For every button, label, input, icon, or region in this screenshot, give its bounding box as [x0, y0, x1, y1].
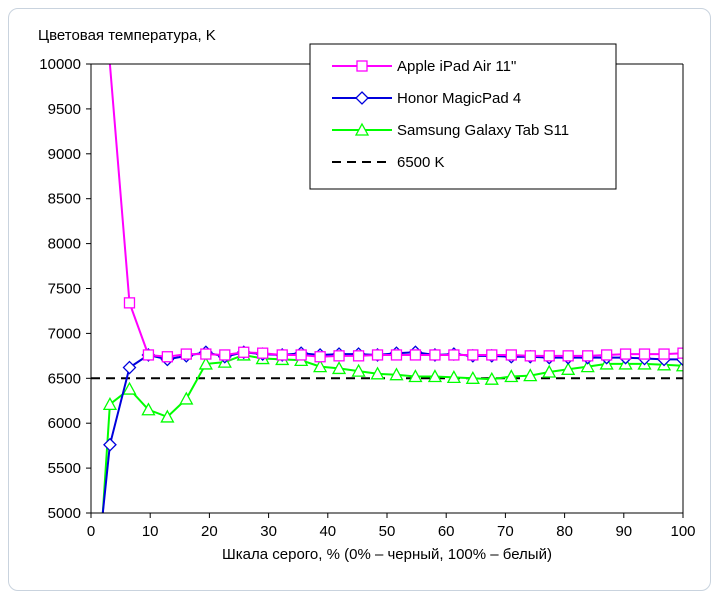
data-point-square — [142, 349, 155, 361]
data-point-triangle — [389, 367, 404, 381]
x-tick-label: 100 — [670, 523, 695, 540]
x-tick-label: 20 — [201, 523, 218, 540]
data-point-square — [448, 349, 460, 361]
data-point-square — [371, 349, 384, 361]
data-point-triangle — [313, 359, 328, 373]
y-tick-label: 7000 — [48, 325, 81, 342]
data-point-square — [582, 350, 594, 362]
data-point-square — [295, 349, 307, 361]
y-tick-label: 5500 — [48, 460, 81, 477]
y-tick-label: 5000 — [48, 505, 81, 522]
data-point-triangle — [370, 366, 385, 380]
x-tick-label: 70 — [497, 523, 514, 540]
data-point-triangle — [561, 361, 576, 375]
legend-label: Samsung Galaxy Tab S11 — [397, 122, 569, 139]
data-point-square — [200, 348, 212, 360]
data-point-square — [257, 347, 269, 359]
x-tick-label: 40 — [319, 523, 336, 540]
data-point-square — [486, 349, 498, 361]
data-point-square — [619, 348, 632, 360]
legend-entry: Apple iPad Air 11" — [332, 58, 516, 75]
legend: Apple iPad Air 11" Honor MagicPad 4 Samsun… — [309, 43, 617, 190]
data-point-triangle — [427, 369, 443, 383]
data-point-triangle — [523, 368, 538, 382]
data-point-square — [638, 348, 651, 360]
x-tick-label: 10 — [142, 523, 159, 540]
data-point-square — [505, 349, 517, 361]
data-point-triangle — [542, 364, 557, 378]
data-point-square — [467, 349, 479, 361]
data-point-triangle — [198, 356, 213, 370]
data-point-square — [219, 349, 231, 361]
data-point-triangle — [122, 381, 137, 395]
y-tick-label: 6500 — [48, 370, 81, 387]
data-point-square — [524, 350, 536, 362]
y-tick-label: 9500 — [48, 101, 81, 118]
x-tick-label: 30 — [260, 523, 277, 540]
legend-label: Apple iPad Air 11" — [397, 58, 516, 75]
data-point-square — [658, 348, 670, 360]
data-point-triangle — [465, 370, 480, 384]
data-point-diamond — [103, 437, 117, 452]
legend-entry: 6500 K — [332, 154, 445, 171]
data-point-triangle — [331, 361, 347, 375]
data-point-triangle — [102, 396, 118, 410]
data-point-square — [352, 350, 365, 362]
data-point-square — [356, 60, 368, 72]
data-point-triangle — [408, 369, 423, 383]
x-tick-label: 50 — [379, 523, 396, 540]
series-layer — [91, 64, 683, 514]
y-tick-label: 8000 — [48, 236, 81, 253]
data-point-square — [390, 349, 403, 361]
data-point-triangle — [504, 369, 519, 383]
data-point-square — [543, 350, 555, 362]
data-point-square — [314, 351, 326, 363]
data-point-square — [180, 348, 192, 360]
y-tick-label: 8500 — [48, 191, 81, 208]
data-point-square — [276, 349, 288, 361]
y-tick-label: 6000 — [48, 415, 81, 432]
x-axis-title: Шкала серого, % (0% – черный, 100% – бел… — [222, 546, 552, 563]
y-axis-title: Цветовая температура, K — [38, 27, 216, 44]
data-point-square — [409, 349, 422, 361]
data-point-square — [333, 350, 345, 362]
x-tick-label: 60 — [438, 523, 455, 540]
legend-label: Honor MagicPad 4 — [397, 90, 521, 107]
data-point-triangle — [354, 122, 370, 136]
x-tick-label: 90 — [615, 523, 632, 540]
data-point-triangle — [141, 402, 156, 416]
data-point-triangle — [351, 363, 366, 377]
data-point-triangle — [484, 371, 499, 385]
y-tick-label: 9000 — [48, 146, 81, 163]
data-point-square — [238, 346, 250, 358]
data-point-diamond — [355, 91, 369, 105]
legend-label: 6500 K — [397, 154, 445, 171]
series-0 — [108, 64, 683, 363]
tick-labels: 5000 5500 6000 6500 7000 7500 8000 8500 9000 9500… — [39, 56, 695, 540]
data-point-square — [677, 347, 683, 359]
data-point-triangle — [446, 370, 461, 384]
data-point-square — [123, 297, 136, 309]
y-tick-label: 7500 — [48, 281, 81, 298]
data-point-square — [562, 350, 574, 362]
data-point-triangle — [160, 409, 175, 423]
data-point-square — [600, 349, 613, 361]
y-tick-label: 10000 — [39, 56, 81, 73]
data-point-square — [161, 351, 174, 363]
data-point-diamond — [122, 360, 137, 375]
data-point-square — [429, 349, 441, 361]
data-point-triangle — [580, 359, 595, 373]
x-tick-label: 0 — [87, 523, 95, 540]
legend-entry: Honor MagicPad 4 — [332, 90, 521, 107]
data-point-triangle — [179, 391, 194, 405]
x-tick-label: 80 — [556, 523, 573, 540]
legend-entry: Samsung Galaxy Tab S11 — [332, 122, 569, 139]
